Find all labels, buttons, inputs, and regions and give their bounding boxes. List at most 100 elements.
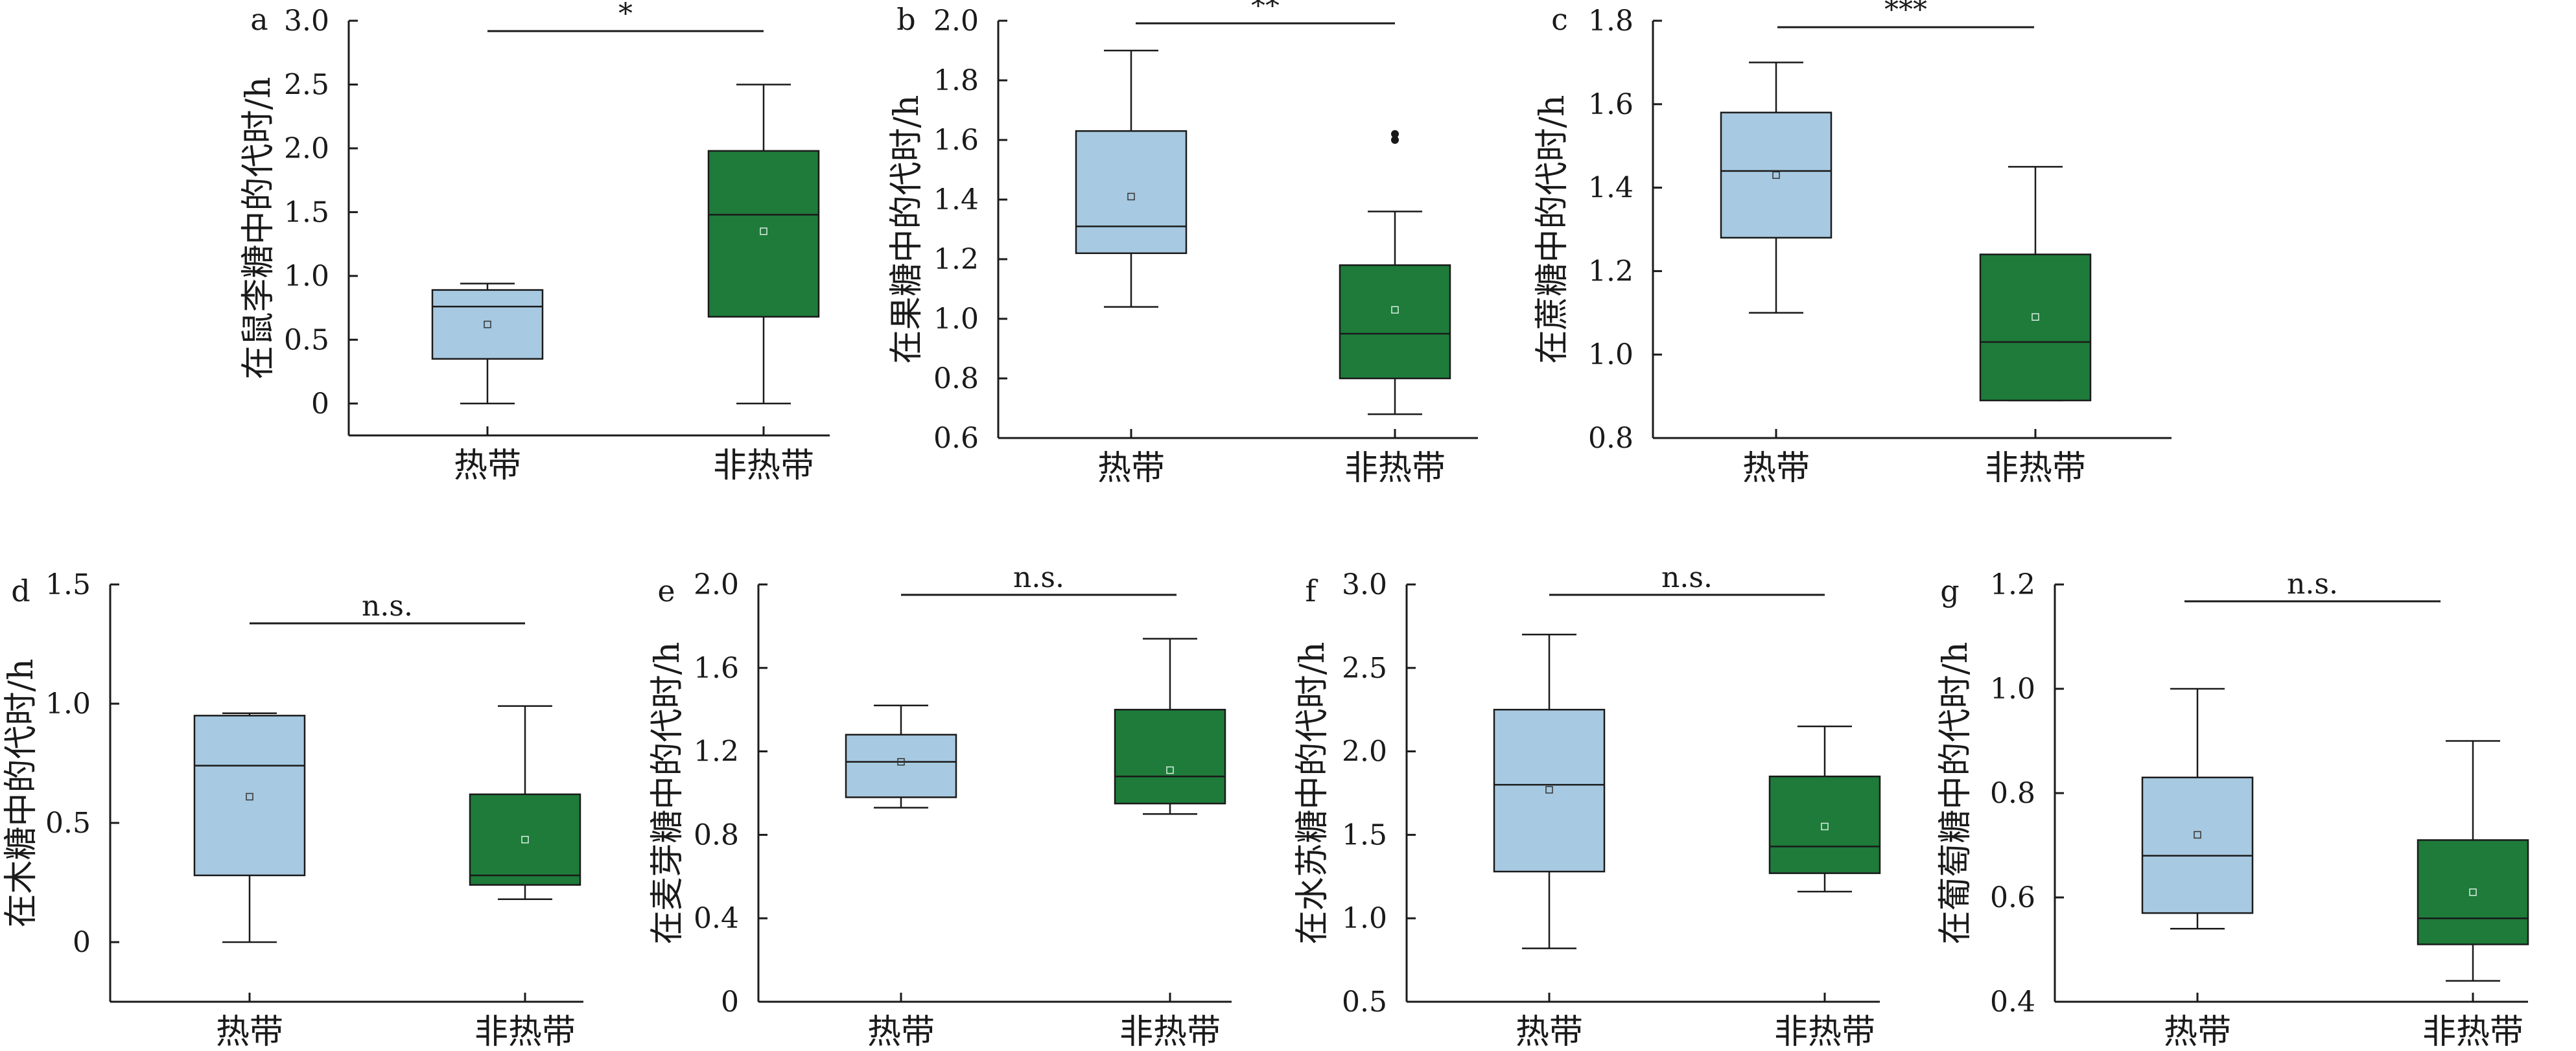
panel-e: 0 0.4 0.8 1.2 1.6 2.0 热带 非热带 在麦芽糖中的代时/h e n.s. [648, 561, 1232, 1051]
y-tick-label: 1.8 [1588, 5, 1633, 38]
iqr-box [2141, 776, 2254, 914]
panel-d: 0 0.5 1.0 1.5 热带 非热带 在木糖中的代时/h d n.s. [2, 568, 583, 1051]
y-tick-label: 0.4 [1990, 986, 2035, 1019]
y-tick-label: 1.5 [284, 196, 329, 229]
box-nontropical [707, 84, 820, 405]
y-tick-label: 0.5 [284, 323, 329, 356]
y-tick-label: 1.0 [1990, 673, 2035, 706]
panel-f: 0.5 1.0 1.5 2.0 2.5 3.0 热带 非热带 在水苏糖中的代时/h f n.s. [1293, 561, 1881, 1051]
box-nontropical [2417, 740, 2529, 982]
x-category-label: 热带 [216, 1013, 283, 1048]
panel-letter: b [896, 2, 915, 37]
box-tropical [431, 283, 544, 405]
y-tick-label: 1.6 [694, 652, 739, 685]
x-category-label: 非热带 [1774, 1013, 1875, 1048]
significance-label: n.s. [1013, 561, 1064, 594]
iqr-box [1768, 775, 1881, 874]
iqr-box [1493, 708, 1606, 873]
mean-marker [484, 320, 491, 329]
mean-marker [2194, 831, 2201, 839]
y-tick-label: 0 [73, 926, 91, 959]
x-category-label: 非热带 [1119, 1013, 1221, 1048]
significance-label: ** [1251, 0, 1280, 23]
mean-marker [2469, 888, 2477, 896]
box-tropical [2141, 687, 2254, 930]
y-axis-title: 在蔗糖中的代时/h [1533, 95, 1572, 364]
iqr-box [1720, 111, 1832, 239]
panel-g: 0.4 0.6 0.8 1.0 1.2 热带 非热带 在葡萄糖中的代时/h g n.s. [1936, 568, 2529, 1051]
y-tick-label: 1.2 [694, 735, 739, 768]
y-tick-label: 0.8 [1588, 422, 1633, 455]
panel-letter: e [657, 573, 675, 608]
y-tick-label: 1.0 [284, 260, 329, 293]
mean-marker [897, 757, 905, 766]
box-nontropical [1114, 638, 1226, 815]
x-category-label: 热带 [454, 446, 521, 485]
x-category-label: 非热带 [713, 446, 814, 485]
panel-letter: g [1940, 573, 1959, 608]
mean-marker [1545, 786, 1553, 794]
y-tick-label: 1.8 [933, 64, 979, 97]
y-tick-label: 1.2 [1588, 255, 1633, 288]
box-tropical [1720, 62, 1832, 314]
iqr-box [1979, 253, 2092, 402]
box-tropical [1493, 634, 1606, 949]
y-tick-label: 1.2 [1990, 568, 2035, 601]
iqr-box [845, 733, 957, 798]
iqr-box [469, 793, 581, 886]
mean-marker [1772, 171, 1780, 179]
x-category-label: 非热带 [2422, 1013, 2523, 1048]
y-tick-label: 0.5 [1342, 986, 1387, 1019]
y-axis-title: 在木糖中的代时/h [2, 658, 41, 927]
x-category-label: 非热带 [1985, 449, 2086, 488]
box-tropical [193, 712, 306, 943]
y-tick-label: 2.5 [1342, 652, 1387, 685]
iqr-box [1339, 264, 1451, 380]
box-nontropical [1339, 130, 1451, 415]
y-tick-label: 0.6 [1990, 881, 2035, 914]
box-nontropical [1979, 166, 2092, 402]
significance-label: n.s. [1661, 561, 1713, 594]
mean-marker [1166, 766, 1174, 774]
y-tick-label: 0.4 [694, 902, 739, 935]
y-tick-label: 1.0 [1588, 338, 1633, 371]
y-axis-title: 在果糖中的代时/h [887, 95, 926, 364]
panel-letter: d [11, 573, 30, 608]
y-tick-label: 0.5 [45, 807, 91, 840]
y-tick-label: 1.4 [933, 183, 979, 216]
iqr-box [431, 289, 544, 360]
mean-marker [760, 227, 767, 235]
y-tick-label: 1.0 [933, 303, 979, 336]
x-category-label: 热带 [1097, 449, 1165, 488]
y-tick-label: 1.0 [45, 687, 91, 721]
x-category-label: 热带 [1516, 1013, 1583, 1048]
mean-marker [1391, 306, 1399, 314]
y-tick-label: 1.0 [1342, 902, 1387, 935]
x-category-label: 非热带 [474, 1013, 576, 1048]
x-category-label: 非热带 [1344, 449, 1446, 488]
y-tick-label: 3.0 [284, 5, 329, 38]
significance-label: n.s. [362, 590, 413, 623]
x-category-label: 热带 [867, 1013, 935, 1048]
y-tick-label: 0.6 [933, 422, 979, 455]
iqr-box [193, 715, 306, 877]
y-tick-label: 1.5 [1342, 818, 1387, 851]
panel-a: 0 0.5 1.0 1.5 2.0 2.5 3.0 热带 非热带 在鼠李糖中的代时/h a * [239, 0, 830, 485]
box-tropical [845, 704, 957, 809]
y-tick-label: 0 [721, 986, 739, 1019]
y-tick-label: 0 [311, 387, 329, 421]
iqr-box [707, 150, 820, 318]
panel-b: 0.6 0.8 1.0 1.2 1.4 1.6 1.8 2.0 热带 非热带 在果糖中的代时/h b *… [887, 0, 1478, 488]
y-tick-label: 3.0 [1342, 568, 1387, 601]
y-tick-label: 0.8 [933, 362, 979, 395]
y-axis-title: 在葡萄糖中的代时/h [1936, 641, 1975, 944]
x-category-label: 热带 [1742, 449, 1810, 488]
panel-c: 0.8 1.0 1.2 1.4 1.6 1.8 热带 非热带 在蔗糖中的代时/h c *** [1533, 0, 2172, 488]
panel-letter: c [1551, 2, 1568, 37]
mean-marker [2032, 313, 2039, 321]
box-nontropical [469, 705, 581, 901]
y-tick-label: 0.8 [694, 818, 739, 851]
panel-letter: a [250, 2, 268, 37]
y-tick-label: 2.5 [284, 68, 329, 101]
